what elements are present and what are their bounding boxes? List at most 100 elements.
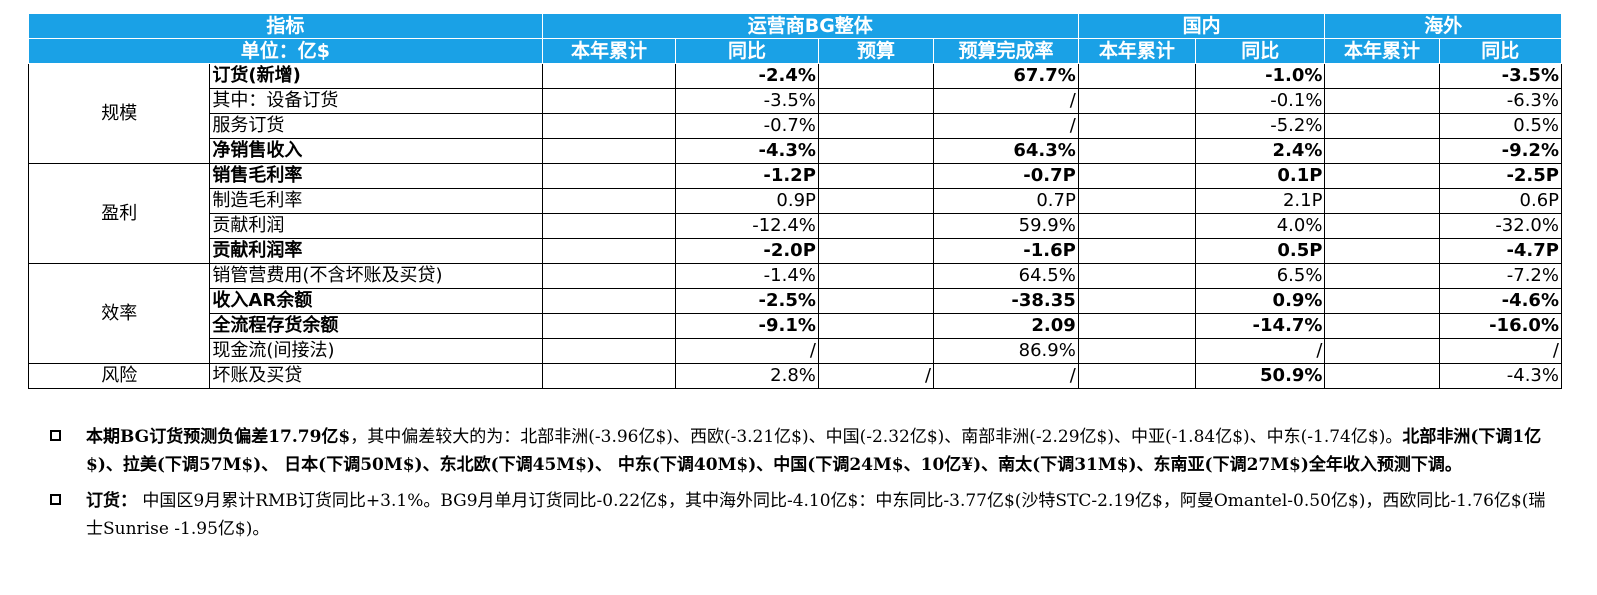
cell: 2.4% — [1195, 138, 1326, 164]
cell — [817, 113, 935, 139]
cell: -2.5% — [675, 288, 819, 314]
header-col: 本年累计 — [1077, 38, 1197, 64]
cell — [1324, 288, 1440, 314]
header-unit: 单位：亿$ — [28, 38, 543, 64]
cell: -1.0% — [1195, 63, 1326, 89]
cell — [1324, 238, 1440, 264]
cell: -4.3% — [1438, 363, 1563, 389]
cell: 50.9% — [1195, 363, 1326, 389]
table-row: 现金流(间接法) / 86.9% / / — [29, 338, 1563, 364]
cell — [1077, 213, 1197, 239]
metric-label: 收入AR余额 — [209, 288, 543, 314]
cell: -12.4% — [675, 213, 819, 239]
header-col: 本年累计 — [541, 38, 677, 64]
cell: / — [1438, 338, 1563, 364]
cell — [541, 238, 677, 264]
report-table: 指标 运营商BG整体 国内 海外 单位：亿$ 本年累计 同比 预算 预算完成率 … — [27, 13, 1563, 389]
cell: 0.9% — [1195, 288, 1326, 314]
cell — [1077, 288, 1197, 314]
cell — [1077, 238, 1197, 264]
header-group-bg: 运营商BG整体 — [541, 13, 1079, 39]
table-row: 制造毛利率 0.9P 0.7P 2.1P 0.6P — [29, 188, 1563, 214]
cell — [1077, 263, 1197, 289]
cell: 0.7P — [933, 188, 1079, 214]
cell — [1324, 88, 1440, 114]
cell: 67.7% — [933, 63, 1079, 89]
cell — [541, 363, 677, 389]
table-row: 贡献利润率 -2.0P -1.6P 0.5P -4.7P — [29, 238, 1563, 264]
cell — [817, 213, 935, 239]
cell: 0.1P — [1195, 163, 1326, 189]
cell: 59.9% — [933, 213, 1079, 239]
cell: -3.5% — [675, 88, 819, 114]
cell: / — [675, 338, 819, 364]
square-bullet-icon — [50, 494, 61, 505]
cell: -0.1% — [1195, 88, 1326, 114]
cell: 4.0% — [1195, 213, 1326, 239]
cell — [1077, 338, 1197, 364]
cell: -0.7% — [675, 113, 819, 139]
cell — [1077, 363, 1197, 389]
header-group-domestic: 国内 — [1077, 13, 1326, 39]
cell — [1324, 188, 1440, 214]
table-row: 风险 坏账及买贷 2.8% / / 50.9% -4.3% — [27, 363, 1563, 389]
cell — [1324, 363, 1440, 389]
cell — [817, 338, 935, 364]
header-col: 同比 — [1438, 38, 1563, 64]
cell: -2.0P — [675, 238, 819, 264]
cell — [1077, 313, 1197, 339]
cell: / — [933, 88, 1079, 114]
cell: -3.5% — [1438, 63, 1563, 89]
cell: 0.5% — [1438, 113, 1563, 139]
cell — [1077, 138, 1197, 164]
category-profit: 盈利 — [27, 163, 211, 264]
cell — [1324, 213, 1440, 239]
note-bold: 订货： — [86, 491, 137, 511]
cell: -2.4% — [675, 63, 819, 89]
cell: -4.7P — [1438, 238, 1563, 264]
cell — [817, 263, 935, 289]
cell: -1.6P — [933, 238, 1079, 264]
cell — [541, 188, 677, 214]
cell — [1324, 63, 1440, 89]
cell — [1324, 138, 1440, 164]
cell — [1077, 188, 1197, 214]
cell — [541, 163, 677, 189]
cell: -2.5P — [1438, 163, 1563, 189]
cell: -16.0% — [1438, 313, 1563, 339]
table-row: 收入AR余额 -2.5% -38.35 0.9% -4.6% — [29, 288, 1563, 314]
cell: / — [933, 363, 1079, 389]
header-col: 同比 — [675, 38, 819, 64]
square-bullet-icon — [50, 430, 61, 441]
header-col: 同比 — [1195, 38, 1326, 64]
cell: / — [933, 113, 1079, 139]
cell — [541, 213, 677, 239]
cell — [541, 63, 677, 89]
table-row: 规模 订货(新增) -2.4% 67.7% -1.0% -3.5% — [27, 63, 1563, 164]
table-row: 全流程存货余额 -9.1% 2.09 -14.7% -16.0% — [29, 313, 1563, 339]
notes: 本期BG订货预测负偏差17.79亿$，其中偏差较大的为：北部非洲(-3.96亿$… — [50, 423, 1560, 551]
cell — [817, 313, 935, 339]
metric-label: 销售毛利率 — [209, 163, 543, 189]
metric-label: 销管营费用(不含坏账及买贷) — [209, 263, 543, 289]
table-row: 贡献利润 -12.4% 59.9% 4.0% -32.0% — [29, 213, 1563, 239]
cell — [817, 188, 935, 214]
cell: -1.2P — [675, 163, 819, 189]
note-orders: 订货： 中国区9月累计RMB订货同比+3.1%。BG9月单月订货同比-0.22亿… — [50, 487, 1560, 543]
cell — [1324, 163, 1440, 189]
note-text: 中国区9月累计RMB订货同比+3.1%。BG9月单月订货同比-0.22亿$，其中… — [86, 491, 1546, 539]
table-row: 服务订货 -0.7% / -5.2% 0.5% — [29, 113, 1563, 139]
cell: -5.2% — [1195, 113, 1326, 139]
note-bold: 本期BG订货预测负偏差17.79亿$ — [86, 427, 351, 447]
cell — [1324, 338, 1440, 364]
cell — [817, 63, 935, 89]
cell — [1077, 88, 1197, 114]
category-efficiency: 效率 — [27, 263, 211, 364]
cell: 0.5P — [1195, 238, 1326, 264]
cell — [817, 88, 935, 114]
cell — [541, 113, 677, 139]
table-row: 盈利 销售毛利率 -1.2P -0.7P 0.1P -2.5P — [27, 163, 1563, 264]
cell: / — [1195, 338, 1326, 364]
note-bold: 北部非洲(下调1亿$)、拉美(下调57M$)、 日本(下调50M$)、东北欧(下… — [86, 427, 1542, 475]
cell: -38.35 — [933, 288, 1079, 314]
